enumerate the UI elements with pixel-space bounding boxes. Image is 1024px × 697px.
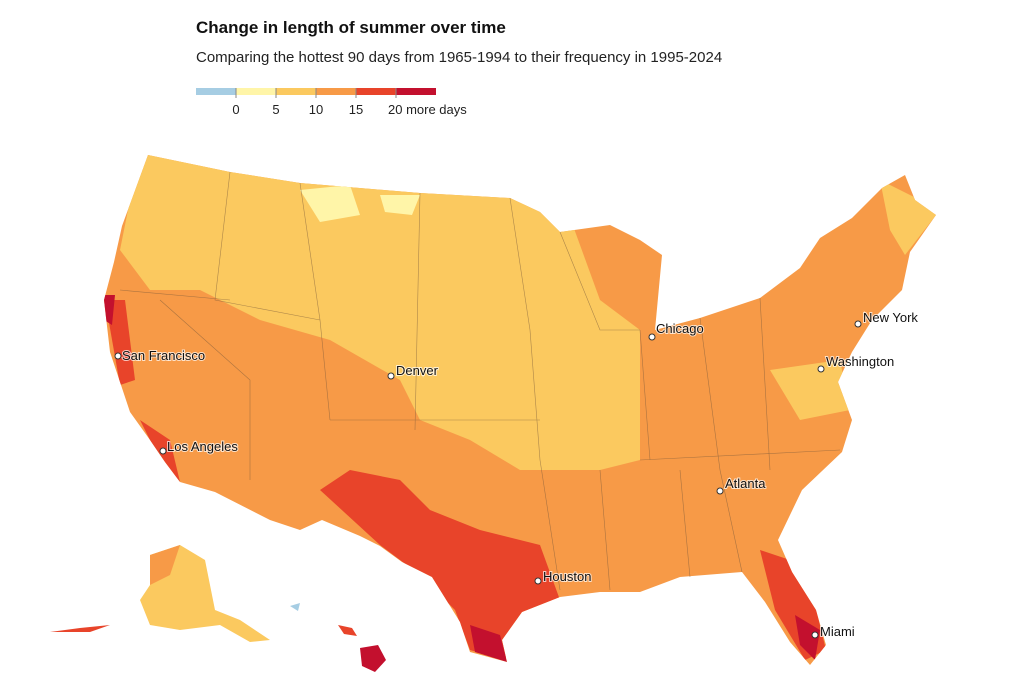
region-fill bbox=[290, 603, 300, 611]
region-fill bbox=[120, 155, 640, 470]
legend-swatch bbox=[396, 88, 436, 95]
city-dot bbox=[817, 365, 825, 373]
city-label: New York bbox=[863, 310, 918, 325]
city-dot bbox=[114, 352, 122, 360]
region-fill bbox=[105, 300, 135, 385]
region-fill bbox=[140, 545, 270, 642]
city-label: Miami bbox=[820, 624, 855, 639]
legend-tick-label: 0 bbox=[232, 102, 239, 117]
legend: 0 5 10 15 20 more days bbox=[196, 88, 467, 117]
legend-tick-label: 15 bbox=[349, 102, 363, 117]
city-dot bbox=[648, 333, 656, 341]
region-fill bbox=[150, 545, 180, 585]
title: Change in length of summer over time bbox=[196, 18, 506, 37]
legend-swatch bbox=[316, 88, 356, 95]
region-fill bbox=[320, 470, 560, 660]
region-fill bbox=[880, 180, 936, 255]
city-dot bbox=[854, 320, 862, 328]
city-label: Los Angeles bbox=[167, 439, 238, 454]
city-label: San Francisco bbox=[122, 348, 205, 363]
city-dot bbox=[811, 631, 819, 639]
region-fill bbox=[300, 185, 360, 222]
city-label: Washington bbox=[826, 354, 894, 369]
city-dot bbox=[534, 577, 542, 585]
region-fill bbox=[770, 360, 850, 420]
city-label: Atlanta bbox=[725, 476, 766, 491]
subtitle: Comparing the hottest 90 days from 1965-… bbox=[196, 49, 722, 66]
region-fill bbox=[50, 625, 110, 632]
legend-tick-label: 20 more days bbox=[388, 102, 467, 117]
legend-swatch bbox=[276, 88, 316, 95]
region-fill bbox=[360, 645, 386, 672]
region-fill bbox=[338, 625, 357, 636]
city-dot bbox=[159, 447, 167, 455]
city-dot bbox=[387, 372, 395, 380]
city-label: Chicago bbox=[656, 321, 704, 336]
region-fill bbox=[470, 625, 507, 662]
legend-swatch bbox=[196, 88, 236, 95]
city-label: Houston bbox=[543, 569, 591, 584]
region-fill bbox=[380, 195, 420, 215]
city-markers: San Francisco Los Angeles Denver Chicago… bbox=[114, 309, 919, 640]
legend-tick-label: 5 bbox=[272, 102, 279, 117]
city-dot bbox=[716, 487, 724, 495]
legend-swatch bbox=[356, 88, 396, 95]
legend-tick-label: 10 bbox=[309, 102, 323, 117]
region-fill bbox=[104, 295, 115, 325]
city-label: Denver bbox=[396, 363, 439, 378]
legend-swatch bbox=[236, 88, 276, 95]
region-fill bbox=[795, 615, 820, 660]
us-map bbox=[50, 155, 936, 672]
